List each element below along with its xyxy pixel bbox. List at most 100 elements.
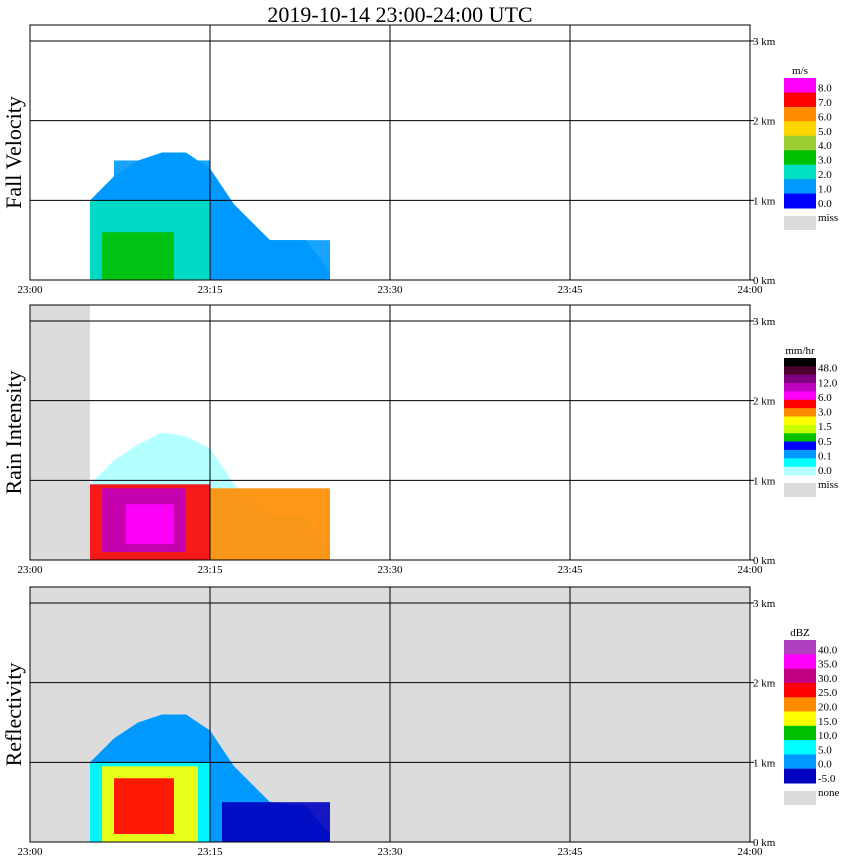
legend-label: 0.5 (818, 436, 832, 448)
legend-label: 40.0 (818, 644, 838, 656)
y-tick-label: 0 km (753, 275, 776, 287)
x-tick-label: 23:30 (377, 564, 403, 576)
panel-ylabel: Fall Velocity (1, 96, 26, 209)
x-tick-label: 24:00 (737, 284, 763, 296)
legend-label: 1.0 (818, 184, 832, 196)
legend-label: 4.0 (818, 140, 832, 152)
legend-swatch (784, 135, 816, 151)
legend-unit: m/s (792, 65, 808, 77)
legend-swatch (784, 399, 816, 409)
legend-swatch (784, 466, 816, 476)
y-tick-label: 2 km (753, 396, 776, 408)
legend-label: 6.0 (818, 392, 832, 404)
x-tick-label: 23:30 (377, 284, 403, 296)
legend-label: 5.0 (818, 744, 832, 756)
legend-label: 10.0 (818, 730, 838, 742)
echo-cell-3 (210, 208, 234, 280)
legend-swatch (784, 150, 816, 166)
legend-label: 30.0 (818, 673, 838, 685)
plot-frame (29, 304, 751, 561)
legend-swatch (784, 740, 816, 755)
legend-label: 35.0 (818, 659, 838, 671)
legend-swatch (784, 366, 816, 376)
legend-label: 12.0 (818, 377, 838, 389)
legend-label: 6.0 (818, 111, 832, 123)
panel-fall-velocity: 0 km 1 km 2 km 3 km 23:00 23:15 23:30 23:45 24:0… (1, 24, 838, 296)
legend-label: 20.0 (818, 702, 838, 714)
echo-cell-2 (102, 232, 174, 280)
y-tick-label: 1 km (753, 475, 776, 487)
y-tick-label: 3 km (753, 36, 776, 48)
echo-cell-2 (126, 504, 174, 545)
legend-swatch (784, 682, 816, 698)
y-tick-label: 1 km (753, 195, 776, 207)
x-tick-label: 23:45 (557, 284, 583, 296)
legend-label: -5.0 (818, 773, 836, 785)
legend-unit: dBZ (790, 627, 810, 639)
x-tick-label: 23:00 (17, 284, 43, 296)
x-tick-label: 23:15 (197, 564, 223, 576)
chart-title: 2019-10-14 23:00-24:00 UTC (267, 2, 532, 27)
legend-label: 5.0 (818, 126, 832, 138)
plot-frame (29, 24, 751, 281)
x-tick-label: 23:00 (17, 564, 43, 576)
legend-label: 0.1 (818, 450, 832, 462)
missing-region (30, 305, 90, 560)
legend-missing-label: miss (818, 479, 838, 491)
legend-swatch (784, 391, 816, 401)
legend-swatch (784, 668, 816, 684)
legend-swatch (784, 697, 816, 712)
legend-swatch (784, 193, 816, 209)
x-tick-label: 23:15 (197, 846, 223, 858)
legend-swatch (784, 374, 816, 384)
legend: dBZ 40.0 35.0 30.0 25.0 20.0 15.0 10.0 5.0 0.0 -5.… (784, 627, 840, 805)
legend-label: 0.0 (818, 198, 832, 210)
x-tick-label: 23:30 (377, 846, 403, 858)
echo-cell-1 (114, 160, 210, 201)
echo-cell-3 (222, 802, 330, 842)
legend: m/s 8.0 7.0 6.0 5.0 4.0 3.0 2.0 1.0 0.0 miss (784, 65, 838, 230)
legend-swatch (784, 78, 816, 93)
panels: 0 km 1 km 2 km 3 km 23:00 23:15 23:30 23:45 24:0… (1, 24, 840, 858)
legend-swatch (784, 433, 816, 443)
legend-swatch (784, 383, 816, 392)
legend-swatch (784, 121, 816, 137)
legend-label: 48.0 (818, 363, 838, 375)
x-tick-label: 23:15 (197, 284, 223, 296)
y-tick-label: 3 km (753, 598, 776, 610)
x-tick-label: 24:00 (737, 846, 763, 858)
legend-missing-label: miss (818, 212, 838, 224)
panel-reflectivity: 0 km 1 km 2 km 3 km 23:00 23:15 23:30 23:45 24:0… (1, 586, 840, 858)
legend-label: 0.0 (818, 465, 832, 477)
legend-swatch (784, 179, 816, 195)
legend-swatch (784, 449, 816, 459)
echo-cell-4 (246, 240, 330, 280)
y-tick-label: 2 km (753, 678, 776, 690)
legend-swatch (784, 424, 816, 434)
legend-swatch (784, 654, 816, 670)
legend-label: 8.0 (818, 82, 832, 94)
panel-ylabel: Reflectivity (1, 663, 26, 767)
x-tick-label: 24:00 (737, 564, 763, 576)
legend-label: 0.0 (818, 759, 832, 771)
legend-unit: mm/hr (785, 345, 815, 357)
legend-label: 2.0 (818, 169, 832, 181)
plot-frame (29, 586, 751, 843)
legend-swatch (784, 441, 816, 451)
x-tick-label: 23:45 (557, 846, 583, 858)
echo-cell-2 (114, 778, 174, 835)
legend-swatch (784, 164, 816, 180)
legend-label: 1.5 (818, 421, 832, 433)
y-tick-label: 0 km (753, 555, 776, 567)
legend-missing-swatch (784, 791, 816, 805)
legend-swatch (784, 754, 816, 770)
legend-label: 25.0 (818, 687, 838, 699)
echo-cell-3 (210, 488, 330, 560)
legend-swatch (784, 711, 816, 727)
y-tick-label: 2 km (753, 116, 776, 128)
legend-swatch (784, 358, 816, 367)
legend-missing-label: none (818, 787, 840, 799)
legend-label: 3.0 (818, 155, 832, 167)
